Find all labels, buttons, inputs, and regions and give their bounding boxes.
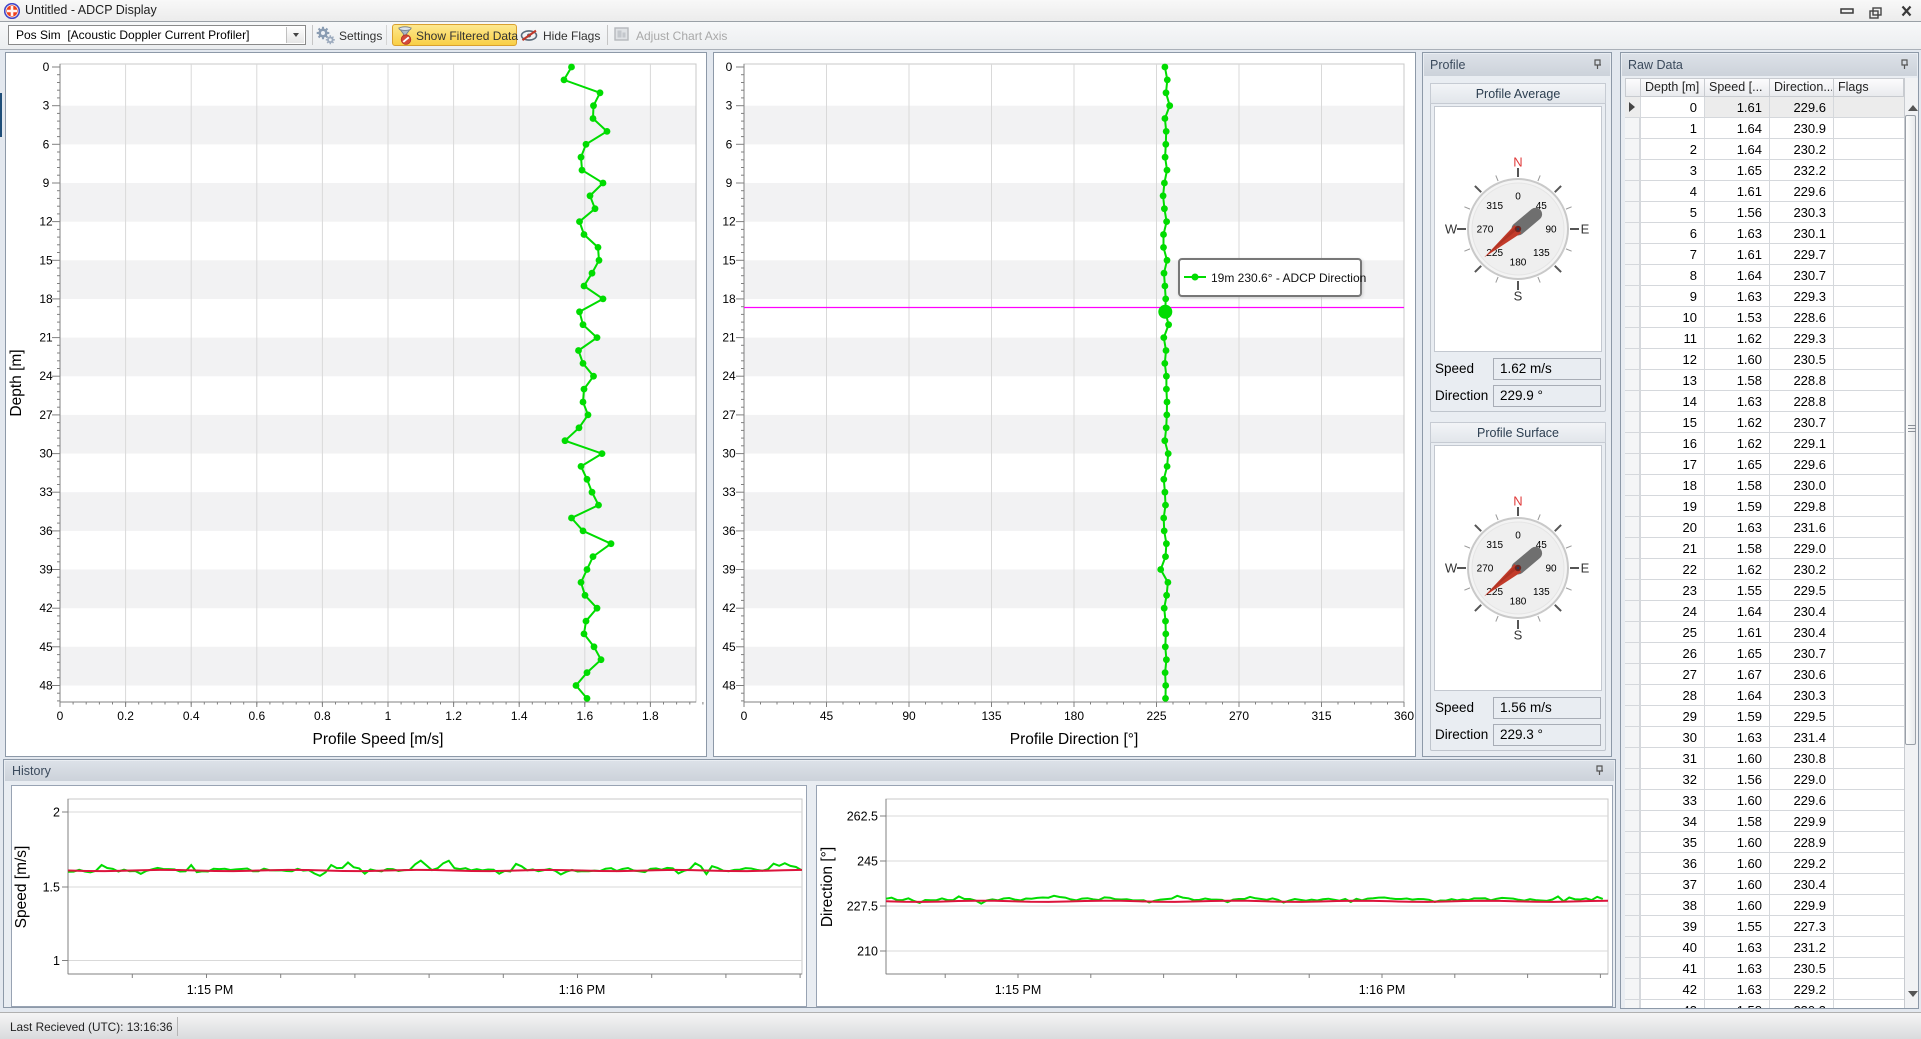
svg-text:21: 21 <box>39 331 53 345</box>
svg-text:12: 12 <box>722 215 736 229</box>
svg-text:18: 18 <box>722 292 736 306</box>
svg-text:0.6: 0.6 <box>248 709 265 723</box>
svg-text:42: 42 <box>39 601 53 615</box>
svg-text:36: 36 <box>722 524 736 538</box>
svg-text:90: 90 <box>1545 225 1557 236</box>
svg-text:24: 24 <box>722 369 736 383</box>
svg-text:315: 315 <box>1311 709 1331 723</box>
svg-text:245: 245 <box>857 855 878 869</box>
svg-text:90: 90 <box>1545 564 1557 575</box>
svg-text:45: 45 <box>1536 201 1548 212</box>
svg-text:W: W <box>1445 222 1458 237</box>
svg-text:45: 45 <box>820 709 834 723</box>
svg-text:0.2: 0.2 <box>117 709 134 723</box>
svg-text:315: 315 <box>1486 201 1503 212</box>
svg-text:Speed [m/s]: Speed [m/s] <box>13 846 30 929</box>
svg-text:15: 15 <box>722 253 736 267</box>
svg-text:E: E <box>1581 222 1590 237</box>
svg-text:1.6: 1.6 <box>576 709 593 723</box>
svg-text:1.4: 1.4 <box>511 709 528 723</box>
svg-text:27: 27 <box>39 408 53 422</box>
svg-text:33: 33 <box>722 485 736 499</box>
svg-text:0: 0 <box>726 60 733 74</box>
svg-text:6: 6 <box>43 137 50 151</box>
svg-text:36: 36 <box>39 524 53 538</box>
svg-text:270: 270 <box>1229 709 1249 723</box>
svg-text:Profile Speed [m/s]: Profile Speed [m/s] <box>313 731 444 748</box>
svg-text:9: 9 <box>43 176 50 190</box>
svg-text:33: 33 <box>39 485 53 499</box>
svg-text:135: 135 <box>1533 587 1550 598</box>
svg-text:27: 27 <box>722 408 736 422</box>
svg-text:30: 30 <box>722 447 736 461</box>
svg-text:0: 0 <box>741 709 748 723</box>
svg-text:262.5: 262.5 <box>847 810 878 824</box>
svg-text:42: 42 <box>722 601 736 615</box>
svg-text:15: 15 <box>39 253 53 267</box>
svg-text:1:16 PM: 1:16 PM <box>1359 983 1406 997</box>
svg-text:E: E <box>1581 561 1590 576</box>
svg-text:Profile Direction [°]: Profile Direction [°] <box>1010 731 1139 748</box>
svg-text:18: 18 <box>39 292 53 306</box>
svg-text:0.8: 0.8 <box>314 709 331 723</box>
svg-text:1: 1 <box>385 709 392 723</box>
svg-text:9: 9 <box>726 176 733 190</box>
svg-text:90: 90 <box>902 709 916 723</box>
svg-text:21: 21 <box>722 331 736 345</box>
svg-text:2: 2 <box>53 806 60 820</box>
svg-text:1: 1 <box>53 954 60 968</box>
svg-text:45: 45 <box>39 640 53 654</box>
svg-text:0.4: 0.4 <box>183 709 200 723</box>
svg-text:225: 225 <box>1486 587 1503 598</box>
svg-text:N: N <box>1513 494 1522 509</box>
svg-text:0: 0 <box>43 60 50 74</box>
svg-text:135: 135 <box>1533 248 1550 259</box>
svg-text:135: 135 <box>981 709 1001 723</box>
svg-text:W: W <box>1445 561 1458 576</box>
svg-text:180: 180 <box>1510 258 1527 269</box>
svg-text:225: 225 <box>1486 248 1503 259</box>
svg-text:0: 0 <box>1515 531 1521 542</box>
svg-text:270: 270 <box>1477 564 1494 575</box>
svg-text:315: 315 <box>1486 540 1503 551</box>
svg-text:180: 180 <box>1064 709 1084 723</box>
svg-text:1.2: 1.2 <box>445 709 462 723</box>
svg-text:210: 210 <box>857 945 878 959</box>
svg-text:30: 30 <box>39 447 53 461</box>
svg-text:Direction [°]: Direction [°] <box>819 847 836 927</box>
svg-text:180: 180 <box>1510 597 1527 608</box>
svg-text:48: 48 <box>39 679 53 693</box>
svg-text:3: 3 <box>43 99 50 113</box>
svg-text:6: 6 <box>726 137 733 151</box>
svg-text:1.8: 1.8 <box>642 709 659 723</box>
svg-text:N: N <box>1513 155 1522 170</box>
svg-text:3: 3 <box>726 99 733 113</box>
svg-text:39: 39 <box>39 563 53 577</box>
svg-text:S: S <box>1514 289 1523 304</box>
svg-text:12: 12 <box>39 215 53 229</box>
svg-text:45: 45 <box>722 640 736 654</box>
svg-text:1:16 PM: 1:16 PM <box>559 983 606 997</box>
svg-text:1.5: 1.5 <box>43 881 60 895</box>
svg-text:1:15 PM: 1:15 PM <box>995 983 1042 997</box>
svg-text:225: 225 <box>1146 709 1166 723</box>
svg-text:1:15 PM: 1:15 PM <box>187 983 234 997</box>
svg-text:45: 45 <box>1536 540 1548 551</box>
svg-text:227.5: 227.5 <box>847 900 878 914</box>
svg-text:0: 0 <box>1515 192 1521 203</box>
svg-text:270: 270 <box>1477 225 1494 236</box>
svg-text:Depth [m]: Depth [m] <box>8 349 25 416</box>
svg-text:39: 39 <box>722 563 736 577</box>
svg-text:0: 0 <box>57 709 64 723</box>
svg-text:S: S <box>1514 628 1523 643</box>
svg-text:360: 360 <box>1394 709 1414 723</box>
svg-text:24: 24 <box>39 369 53 383</box>
svg-text:48: 48 <box>722 679 736 693</box>
